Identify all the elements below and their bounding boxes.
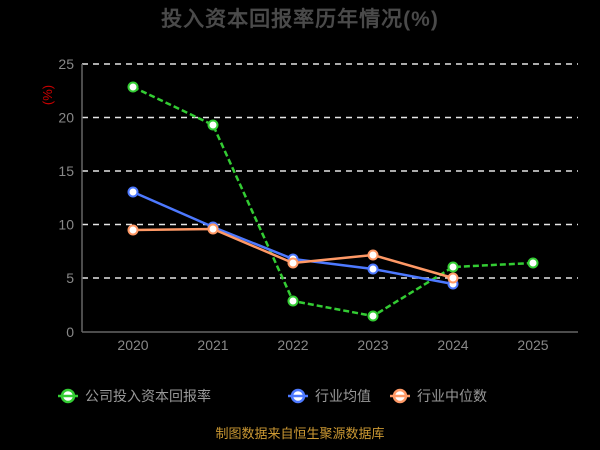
- svg-text:制图数据来自恒生聚源数据库: 制图数据来自恒生聚源数据库: [215, 426, 384, 441]
- svg-text:15: 15: [58, 163, 74, 179]
- svg-text:25: 25: [58, 56, 74, 72]
- svg-text:5: 5: [66, 270, 74, 286]
- svg-text:2023: 2023: [357, 337, 388, 353]
- svg-text:行业均值: 行业均值: [315, 388, 371, 404]
- svg-text:行业中位数: 行业中位数: [417, 388, 487, 404]
- svg-text:2021: 2021: [197, 337, 228, 353]
- svg-text:2025: 2025: [517, 337, 548, 353]
- svg-text:投入资本回报率历年情况(%): 投入资本回报率历年情况(%): [161, 7, 439, 31]
- svg-text:10: 10: [58, 217, 74, 233]
- svg-text:公司投入资本回报率: 公司投入资本回报率: [85, 388, 211, 404]
- svg-text:20: 20: [58, 110, 74, 126]
- svg-text:2020: 2020: [117, 337, 148, 353]
- svg-text:0: 0: [66, 324, 74, 340]
- svg-text:(%): (%): [40, 85, 55, 105]
- svg-text:2024: 2024: [437, 337, 468, 353]
- svg-text:2022: 2022: [277, 337, 308, 353]
